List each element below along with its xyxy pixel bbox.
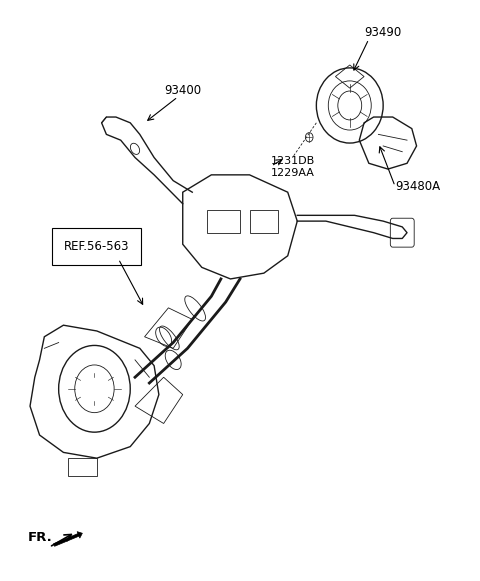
Text: 93400: 93400 bbox=[164, 84, 201, 97]
Text: 1229AA: 1229AA bbox=[271, 168, 315, 178]
Text: REF.56-563: REF.56-563 bbox=[63, 240, 129, 253]
Text: 1231DB: 1231DB bbox=[271, 156, 315, 166]
Text: FR.: FR. bbox=[28, 531, 52, 544]
Text: 93480A: 93480A bbox=[395, 180, 440, 193]
Text: 93490: 93490 bbox=[364, 26, 401, 39]
